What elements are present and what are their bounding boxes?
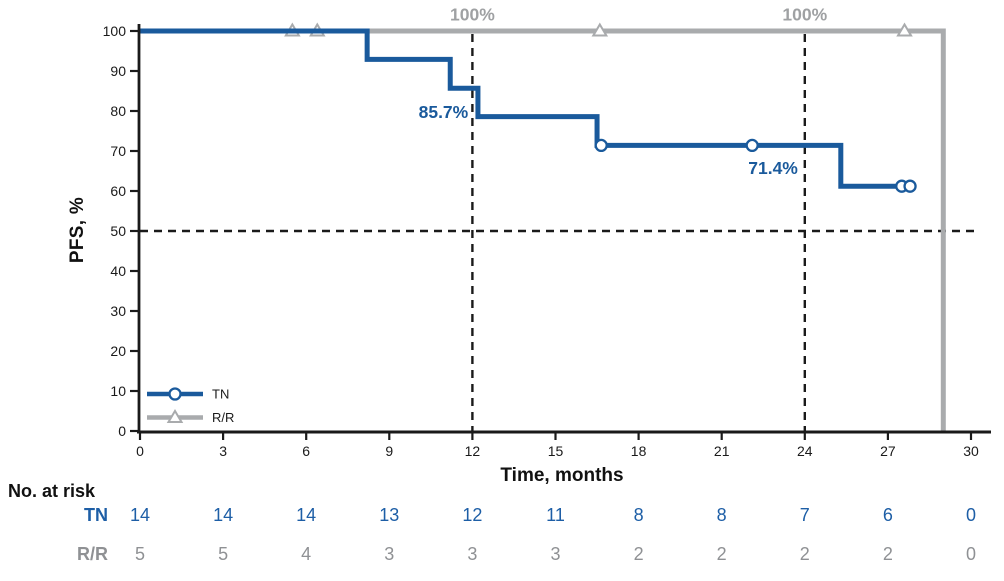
y-axis-title: PFS, % [67,196,88,264]
x-tick-label: 27 [880,443,896,459]
risk-value-tn-m27: 6 [882,505,893,525]
risk-value-tn-m9: 13 [379,505,400,525]
risk-value-tn-m24: 7 [799,505,810,525]
risk-value-rr-m24: 2 [799,544,810,564]
y-tick-label: 50 [110,223,126,239]
x-axis-title: Time, months [500,465,624,486]
censor-mark-rr [896,22,913,37]
y-tick-label: 80 [110,103,126,119]
risk-value-rr-m15: 3 [550,544,561,564]
risk-value-rr-m3: 5 [218,544,229,564]
risk-value-rr-m21: 2 [716,544,727,564]
legend-label-tn: TN [212,387,229,402]
x-tick-label: 30 [963,443,979,459]
risk-row-label-rr: R/R [77,544,108,564]
legend-marker-tn [168,387,182,401]
risk-value-tn-m12: 12 [462,505,483,525]
y-tick-label: 40 [110,263,126,279]
risk-value-tn-m30: 0 [965,505,976,525]
legend-label-rr: R/R [212,410,234,425]
risk-value-tn-m6: 14 [296,505,317,525]
annotation-100: 100% [450,5,495,25]
y-tick-label: 90 [110,63,126,79]
x-tick-label: 24 [797,443,813,459]
risk-value-tn-m0: 14 [129,505,151,525]
annotation-714: 71.4% [748,158,798,178]
annotation-857: 85.7% [419,102,469,122]
risk-value-rr-m12: 3 [467,544,478,564]
censor-mark-tn [594,138,608,153]
y-tick-label: 0 [118,423,126,439]
y-tick-label: 30 [110,303,126,319]
x-tick-label: 3 [219,443,227,459]
x-tick-label: 6 [302,443,310,459]
x-tick-label: 9 [385,443,393,459]
x-tick-label: 0 [136,443,144,459]
risk-value-rr-m18: 2 [633,544,644,564]
x-tick-label: 15 [548,443,564,459]
risk-value-rr-m0: 5 [134,544,145,564]
risk-row-rr: R/R 5 5 4 3 3 3 2 2 2 2 0 [0,544,1004,568]
legend-marker-rr [166,409,184,423]
risk-value-tn-m21: 8 [716,505,727,525]
risk-value-rr-m30: 0 [965,544,976,564]
censor-mark-tn [745,138,759,153]
x-tick-label: 18 [631,443,647,459]
risk-row-label-tn: TN [84,505,108,525]
y-tick-label: 100 [103,23,127,39]
risk-value-tn-m15: 11 [546,505,565,525]
risk-value-rr-m6: 4 [301,544,312,564]
risk-row-tn: TN 14 14 14 13 12 11 8 8 7 6 0 [0,505,1004,529]
censor-mark-tn [903,179,917,193]
risk-value-tn-m3: 14 [213,505,234,525]
risk-value-rr-m27: 2 [882,544,893,564]
survival-curve-rr [140,28,946,431]
y-tick-label: 10 [110,383,126,399]
survival-curve-tn [140,28,911,189]
y-tick-label: 70 [110,143,126,159]
y-tick-label: 60 [110,183,126,199]
x-tick-label: 21 [714,443,730,459]
risk-value-rr-m9: 3 [384,544,395,564]
annotation-100: 100% [782,5,827,25]
x-tick-label: 12 [465,443,481,459]
censor-mark-rr [591,22,609,37]
y-tick-label: 20 [110,343,126,359]
risk-value-tn-m18: 8 [633,505,644,525]
risk-table-title: No. at risk [8,481,96,501]
